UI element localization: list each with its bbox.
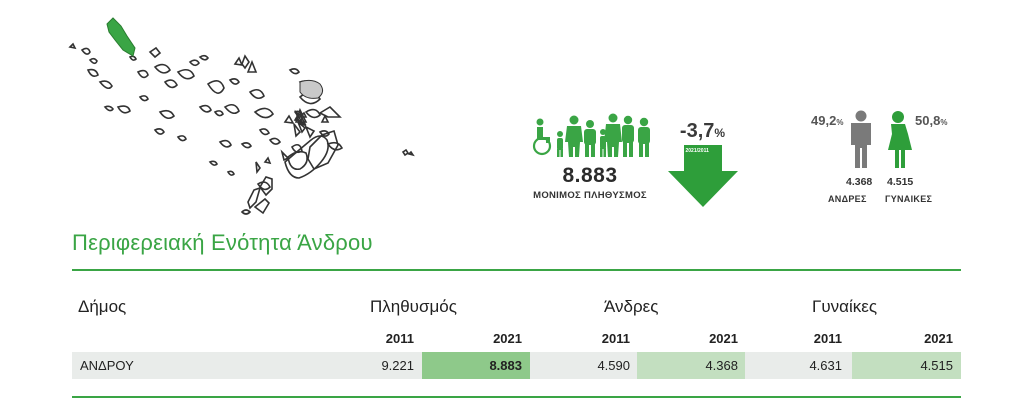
year-men-2021: 2021 [709,331,738,346]
row-municipality: ΑΝΔΡΟΥ [80,358,134,373]
top-divider [72,269,961,271]
highlight-pop-2021 [422,352,530,379]
cell-pop-2011: 9.221 [381,358,414,373]
highlight-men-2021 [637,352,745,379]
gender-breakdown: 49,2% 50,8% 4.368 4.515 ΑΝΔΡΕΣ ΓΥΝΑΙΚΕΣ [805,110,965,210]
year-pop-2011: 2011 [385,331,414,346]
women-pct: 50,8% [915,113,947,128]
population-label: ΜΟΝΙΜΟΣ ΠΛΗΘΥΣΜΟΣ [533,190,647,201]
cyclades-map-icon [68,17,415,215]
men-pct: 49,2% [811,113,843,128]
header-women: Γυναίκες [812,297,878,316]
region-title: Περιφερειακή Ενότητα Άνδρου [72,230,373,255]
cell-pop-2021: 8.883 [489,358,522,373]
arrow-down-icon: 2021/2011 [667,145,738,207]
arrow-down-graphic [667,145,738,207]
woman-icon [888,111,912,168]
year-pop-2021: 2021 [493,331,522,346]
change-value: -3,7% [660,120,745,143]
header-population: Πληθυσμός [370,297,457,316]
cell-women-2011: 4.631 [809,358,842,373]
population-value: 8.883 [562,164,618,187]
population-change: -3,7% 2021/2011 [660,120,745,207]
men-pct-unit: % [836,118,844,127]
men-count: 4.368 [846,176,873,188]
header-municipality: Δήμος [78,297,127,316]
change-number: -3,7 [679,120,715,142]
header-men: Άνδρες [604,297,659,316]
population-summary: 8.883 ΜΟΝΙΜΟΣ ΠΛΗΘΥΣΜΟΣ [515,110,665,201]
cell-men-2011: 4.590 [597,358,630,373]
highlight-women-2021 [852,352,961,379]
bottom-divider [72,396,961,398]
cell-men-2021: 4.368 [705,358,738,373]
year-women-2011: 2011 [813,331,842,346]
change-period: 2021/2011 [685,148,709,154]
andros-island [106,17,136,57]
cell-women-2021: 4.515 [920,358,953,373]
women-pct-value: 50,8 [915,113,941,128]
women-count: 4.515 [887,176,914,188]
people-group-icon [515,110,665,158]
women-label: ΓΥΝΑΙΚΕΣ [885,194,933,204]
man-icon [851,110,871,168]
year-men-2011: 2011 [601,331,630,346]
men-pct-value: 49,2 [811,113,837,128]
people-group-graphic [532,113,650,157]
men-label: ΑΝΔΡΕΣ [828,194,867,204]
year-women-2021: 2021 [924,331,953,346]
change-unit: % [714,126,726,140]
women-pct-unit: % [940,118,948,127]
